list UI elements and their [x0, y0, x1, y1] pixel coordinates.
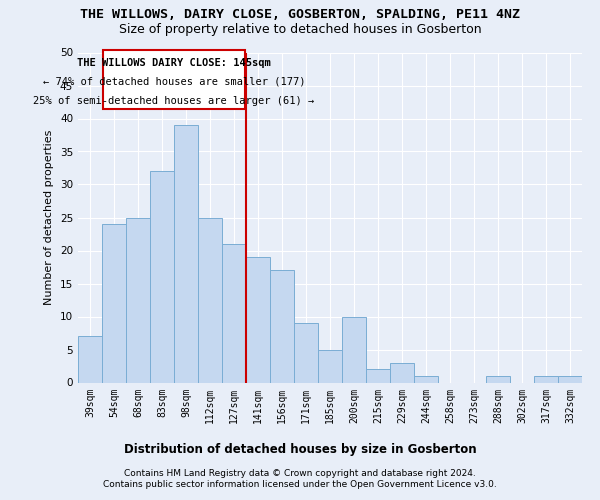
Bar — [102, 224, 126, 382]
Bar — [414, 376, 438, 382]
Text: 25% of semi-detached houses are larger (61) →: 25% of semi-detached houses are larger (… — [34, 96, 314, 106]
Text: Contains HM Land Registry data © Crown copyright and database right 2024.: Contains HM Land Registry data © Crown c… — [124, 469, 476, 478]
Text: Contains public sector information licensed under the Open Government Licence v3: Contains public sector information licen… — [103, 480, 497, 489]
Text: THE WILLOWS DAIRY CLOSE: 145sqm: THE WILLOWS DAIRY CLOSE: 145sqm — [77, 58, 271, 68]
Bar — [294, 323, 318, 382]
Bar — [103, 50, 245, 108]
Bar — [534, 376, 558, 382]
Bar — [318, 350, 342, 382]
Bar — [270, 270, 294, 382]
Bar — [558, 376, 582, 382]
Bar — [342, 316, 366, 382]
Text: Distribution of detached houses by size in Gosberton: Distribution of detached houses by size … — [124, 442, 476, 456]
Text: THE WILLOWS, DAIRY CLOSE, GOSBERTON, SPALDING, PE11 4NZ: THE WILLOWS, DAIRY CLOSE, GOSBERTON, SPA… — [80, 8, 520, 20]
Y-axis label: Number of detached properties: Number of detached properties — [44, 130, 55, 305]
Text: ← 74% of detached houses are smaller (177): ← 74% of detached houses are smaller (17… — [43, 76, 305, 86]
Bar — [126, 218, 150, 382]
Bar — [390, 362, 414, 382]
Bar — [366, 370, 390, 382]
Bar — [150, 172, 174, 382]
Text: Size of property relative to detached houses in Gosberton: Size of property relative to detached ho… — [119, 22, 481, 36]
Bar — [246, 257, 270, 382]
Bar — [174, 125, 198, 382]
Bar — [486, 376, 510, 382]
Bar — [222, 244, 246, 382]
Bar — [78, 336, 102, 382]
Bar — [198, 218, 222, 382]
